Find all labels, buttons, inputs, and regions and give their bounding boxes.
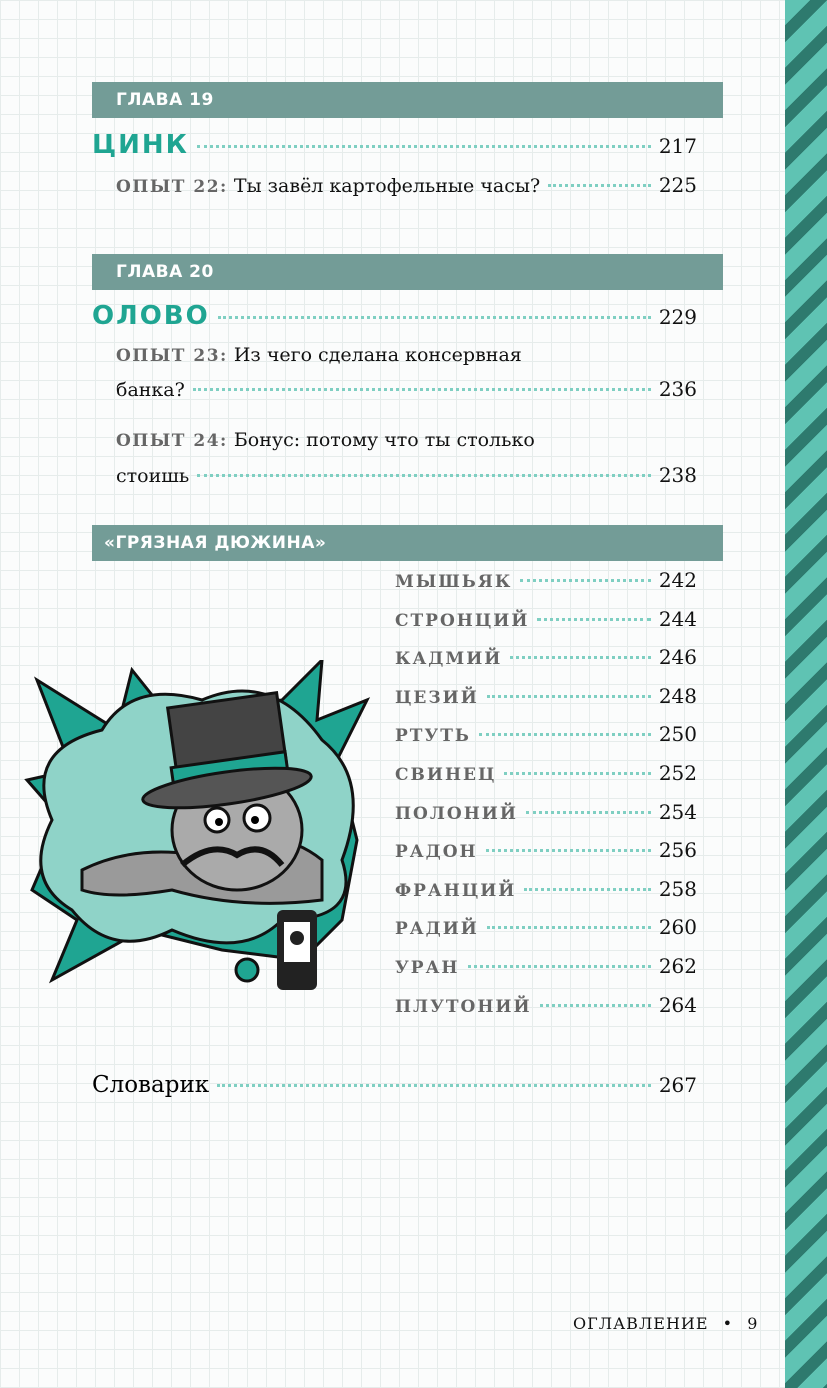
leader-dots [504,772,651,775]
toc-entry-element[interactable]: РАДОН 256 [395,838,697,862]
toc-entry-zinc[interactable]: ЦИНК 217 [92,130,697,160]
toc-entry-element[interactable]: РТУТЬ 250 [395,722,697,746]
toc-entry-element[interactable]: ПЛУТОНИЙ 264 [395,993,697,1017]
page-number: 246 [658,645,697,670]
toc-entry-element[interactable]: СТРОНЦИЙ 244 [395,607,697,631]
experiment-label: ОПЫТ 22: [116,177,228,197]
element-name: СВИНЕЦ [395,765,497,785]
experiment-text: Бонус: потому что ты столько [233,429,535,451]
dirty-dozen-header: «ГРЯЗНАЯ ДЮЖИНА» [92,525,723,561]
experiment-text: банка? [116,379,185,401]
chapter-20-header: ГЛАВА 20 [92,254,723,290]
toc-entry-experiment-22[interactable]: ОПЫТ 22: Ты завёл картофельные часы? 225 [116,173,697,197]
page-number: 267 [658,1073,697,1097]
element-name: ЦЕЗИЙ [395,687,479,708]
running-footer-section: ОГЛАВЛЕНИЕ [573,1314,709,1333]
page-number: 256 [658,838,697,863]
page-number: 258 [658,876,697,901]
experiment-23-line1: ОПЫТ 23: Из чего сделана консервная [116,344,522,366]
leader-dots [217,316,651,319]
striped-edge [785,0,827,1388]
page-number: 250 [658,722,697,747]
leader-dots [539,1003,651,1007]
chapter-19-header: ГЛАВА 19 [92,82,723,118]
toc-entry-element[interactable]: ЦЕЗИЙ 248 [395,684,697,708]
footer-bullet: • [722,1314,734,1333]
toc-entry-element[interactable]: МЫШЬЯК 242 [395,568,697,592]
page-number: 217 [658,134,697,158]
experiment-label: ОПЫТ 24: [116,431,228,451]
element-name: ПОЛОНИЙ [395,803,518,824]
leader-dots [217,1084,651,1087]
page-number: 262 [658,954,697,978]
chapter-title: ОЛОВО [92,301,210,331]
element-name: РТУТЬ [395,726,471,747]
element-name: УРАН [395,958,460,978]
toc-entry-experiment-23[interactable]: банка? 236 [116,377,697,401]
page-number: 244 [658,606,697,631]
experiment-24-line1: ОПЫТ 24: Бонус: потому что ты столько [116,429,535,451]
page-number: 9 [747,1314,759,1333]
element-name: СТРОНЦИЙ [395,610,530,631]
leader-dots [196,145,651,148]
leader-dots [537,617,651,621]
leader-dots [520,579,651,582]
leader-dots [486,694,651,698]
page-footer: ОГЛАВЛЕНИЕ • 9 [573,1314,758,1333]
leader-dots [467,965,651,968]
page-number: 229 [658,305,697,329]
leader-dots [486,926,651,930]
toc-entry-glossary[interactable]: Словарик 267 [92,1072,697,1098]
page-number: 225 [658,173,697,197]
page-number: 242 [658,568,697,592]
leader-dots [510,656,651,660]
chapter-title: ЦИНК [92,130,189,160]
toc-entry-element[interactable]: РАДИЙ 260 [395,915,697,939]
experiment-text: Ты завёл картофельные часы? [233,175,541,197]
toc-entry-element[interactable]: ФРАНЦИЙ 258 [395,877,697,901]
page-number: 254 [658,799,697,824]
leader-dots [524,887,651,891]
page-number: 238 [658,463,697,487]
villain-illustration [24,660,371,990]
toc-entry-element[interactable]: КАДМИЙ 246 [395,645,697,669]
page-number: 260 [658,915,697,940]
page-number: 248 [658,683,697,708]
leader-dots [478,733,651,737]
glossary-label: Словарик [92,1072,210,1098]
experiment-text: стоишь [116,465,190,487]
toc-entry-experiment-24[interactable]: стоишь 238 [116,463,697,487]
experiment-text: Из чего сделана консервная [233,344,522,366]
leader-dots [548,184,651,187]
toc-entry-element[interactable]: УРАН 262 [395,954,697,978]
element-name: ФРАНЦИЙ [395,880,517,901]
page-number: 264 [658,992,697,1017]
element-name: РАДОН [395,842,478,863]
leader-dots [485,849,651,853]
leader-dots [197,474,651,477]
toc-entry-element[interactable]: ПОЛОНИЙ 254 [395,800,697,824]
element-name: ПЛУТОНИЙ [395,996,532,1017]
element-name: РАДИЙ [395,919,479,940]
experiment-label: ОПЫТ 23: [116,346,228,366]
toc-entry-tin[interactable]: ОЛОВО 229 [92,301,697,331]
page-number: 252 [658,761,697,785]
element-name: КАДМИЙ [395,649,503,670]
leader-dots [525,810,651,814]
page-number: 236 [658,377,697,401]
element-name: МЫШЬЯК [395,572,513,592]
leader-dots [192,388,651,391]
toc-entry-element[interactable]: СВИНЕЦ 252 [395,761,697,785]
